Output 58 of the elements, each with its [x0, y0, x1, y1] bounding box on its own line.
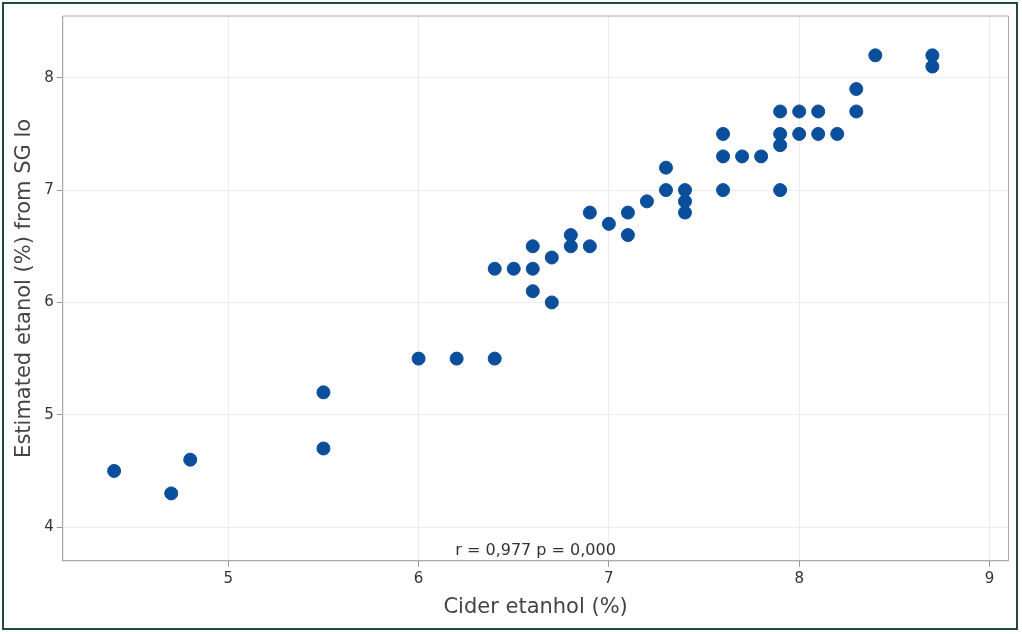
point	[849, 82, 864, 97]
point	[925, 59, 940, 74]
point	[678, 205, 692, 220]
point	[582, 205, 597, 220]
point	[316, 385, 331, 400]
point	[678, 194, 692, 209]
point	[620, 228, 635, 243]
point	[716, 183, 731, 198]
point	[563, 239, 578, 254]
y-tick-label: 8	[44, 67, 54, 86]
point	[620, 205, 635, 220]
point	[849, 104, 864, 119]
point	[735, 149, 750, 164]
point	[658, 160, 673, 175]
y-tick-label: 7	[44, 180, 54, 198]
point	[811, 126, 826, 141]
point	[582, 239, 597, 254]
y-axis-title: Estimated etanol (%) from SG lo	[11, 118, 36, 458]
point	[487, 351, 502, 366]
point	[544, 250, 559, 265]
point	[792, 126, 807, 141]
x-tick-label: 9	[984, 568, 995, 587]
point	[183, 452, 198, 467]
x-axis-title: Cider etanhol (%)	[443, 593, 628, 618]
point	[506, 261, 521, 276]
point	[411, 351, 426, 366]
point	[830, 126, 845, 141]
point	[658, 183, 673, 198]
x-tick-label: 5	[223, 568, 234, 587]
point	[792, 104, 807, 119]
point	[107, 463, 122, 478]
annotation: r = 0,977 p = 0,000	[454, 538, 617, 560]
x-tick-label: 6	[413, 568, 424, 587]
y-tick-label: 6	[44, 292, 54, 311]
point	[868, 48, 883, 63]
point	[449, 351, 464, 366]
y-tick-label: 5	[44, 404, 54, 423]
point	[487, 261, 502, 276]
point	[716, 126, 731, 141]
point	[773, 138, 788, 153]
y-tick-label: 4	[44, 516, 54, 535]
x-tick-label: 8	[794, 568, 804, 587]
point	[754, 149, 769, 164]
point	[639, 194, 654, 209]
point	[525, 284, 540, 299]
point	[811, 104, 826, 119]
point	[773, 183, 788, 198]
x-tick-label: 7	[604, 568, 614, 587]
point	[773, 126, 788, 141]
point	[601, 216, 616, 231]
point	[544, 295, 559, 310]
point	[525, 239, 540, 254]
point	[164, 486, 179, 501]
point	[316, 441, 331, 456]
point	[716, 149, 731, 164]
point	[773, 104, 788, 119]
point	[525, 261, 540, 276]
point	[925, 48, 940, 63]
